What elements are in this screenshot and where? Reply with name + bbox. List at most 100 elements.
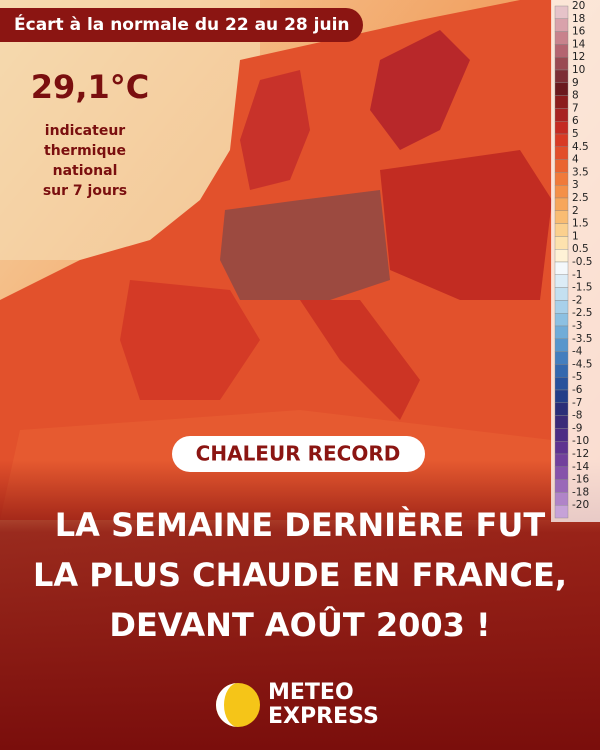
- legend-swatch: [554, 184, 569, 199]
- legend-label: -14: [572, 461, 589, 473]
- legend-swatch: [554, 402, 569, 416]
- legend-swatch: [554, 287, 569, 301]
- legend-label: -2: [572, 294, 582, 306]
- legend-swatch: [554, 377, 569, 391]
- logo-line: EXPRESS: [268, 704, 379, 729]
- headline-line: LA PLUS CHAUDE EN FRANCE,: [33, 556, 567, 594]
- legend-label: -8: [572, 410, 582, 422]
- legend-label: -1.5: [572, 282, 593, 294]
- legend-swatch: [554, 31, 569, 45]
- legend-swatch: [554, 389, 569, 404]
- indicator-line: national: [53, 163, 118, 179]
- legend-swatch: [554, 5, 569, 20]
- legend-swatch: [554, 82, 569, 96]
- legend-swatch: [554, 364, 569, 378]
- legend-swatch: [554, 313, 569, 327]
- legend-label: -10: [572, 435, 589, 447]
- legend-label: 8: [572, 90, 579, 102]
- legend-swatch: [554, 236, 569, 250]
- legend-label: 3.5: [572, 166, 589, 178]
- legend-swatch: [554, 172, 569, 186]
- legend-label: -0.5: [572, 256, 593, 268]
- legend-label: -4: [572, 346, 583, 358]
- legend-swatch: [554, 95, 569, 109]
- legend-label: 9: [572, 77, 579, 89]
- legend-label: 12: [572, 51, 585, 63]
- color-legend: 201816141210987654.543.532.521.510.5-0.5…: [551, 0, 600, 522]
- legend-label: 5: [572, 128, 579, 140]
- legend-swatch: [554, 338, 569, 352]
- legend-swatch: [554, 300, 569, 314]
- logo-line: METEO: [268, 680, 354, 705]
- legend-swatch: [554, 428, 569, 442]
- legend-swatch: [554, 325, 569, 340]
- legend-swatch: [554, 69, 569, 84]
- legend-swatch: [554, 274, 569, 288]
- header-pill: [0, 8, 363, 42]
- legend-label: -3.5: [572, 333, 593, 345]
- legend-label: 3: [572, 179, 579, 191]
- legend-label: 10: [572, 64, 585, 76]
- legend-swatch: [554, 453, 569, 468]
- tag-pill: [172, 436, 425, 472]
- legend-swatch: [554, 44, 569, 58]
- legend-swatch: [554, 120, 569, 135]
- legend-label: 4.5: [572, 141, 589, 153]
- legend-label: -20: [572, 499, 589, 511]
- legend-swatch: [554, 223, 569, 237]
- legend-label: 20: [572, 0, 585, 12]
- legend-swatch: [554, 18, 569, 32]
- legend-swatch: [554, 351, 569, 365]
- legend-swatch: [554, 57, 569, 71]
- legend-swatch: [554, 505, 569, 519]
- headline-line: LA SEMAINE DERNIÈRE FUT: [55, 506, 546, 544]
- legend-label: 18: [572, 13, 585, 25]
- legend-label: -4.5: [572, 358, 593, 370]
- indicator-text: indicateur thermique national sur 7 jours: [43, 123, 127, 199]
- legend-swatch: [554, 248, 569, 263]
- legend-label: 0.5: [572, 243, 589, 255]
- legend-swatch: [554, 159, 569, 173]
- legend-swatch: [554, 466, 569, 480]
- logo-icon: [216, 683, 260, 727]
- legend-label: -2.5: [572, 307, 593, 319]
- legend-label: -6: [572, 384, 583, 396]
- legend-swatch: [554, 197, 569, 212]
- legend-label: 16: [572, 26, 586, 38]
- tag: CHALEUR RECORD: [196, 442, 401, 466]
- headline-line: DEVANT AOÛT 2003 !: [109, 605, 490, 644]
- legend-label: -1: [572, 269, 582, 281]
- header-title: Écart à la normale du 22 au 28 juin: [14, 13, 350, 35]
- legend-label: 14: [572, 38, 586, 50]
- legend-swatch: [554, 492, 569, 506]
- logo-crescent: [216, 683, 238, 727]
- legend-label: 4: [572, 154, 579, 166]
- legend-label: -12: [572, 448, 589, 460]
- legend-swatch: [554, 479, 569, 493]
- legend-label: 1: [572, 230, 579, 242]
- legend-swatch: [554, 133, 569, 148]
- legend-label: -18: [572, 486, 589, 498]
- legend-label: -9: [572, 422, 582, 434]
- legend-label: -3: [572, 320, 582, 332]
- legend-label: 6: [572, 115, 579, 127]
- legend-swatch: [554, 261, 569, 276]
- indicator-line: sur 7 jours: [43, 183, 127, 199]
- legend-label: -16: [572, 474, 589, 486]
- legend-label: 7: [572, 102, 579, 114]
- legend-swatch: [554, 441, 569, 455]
- indicator-line: thermique: [44, 143, 126, 159]
- legend-swatch: [554, 146, 569, 160]
- legend-swatch: [554, 108, 569, 122]
- legend-swatch: [554, 415, 569, 429]
- legend-label: 2.5: [572, 192, 589, 204]
- legend-label: 2: [572, 205, 579, 217]
- legend-swatch: [554, 210, 569, 224]
- legend-label: -5: [572, 371, 582, 383]
- legend-label: 1.5: [572, 218, 589, 230]
- indicator-value: 29,1°C: [31, 68, 149, 106]
- legend-label: -7: [572, 397, 582, 409]
